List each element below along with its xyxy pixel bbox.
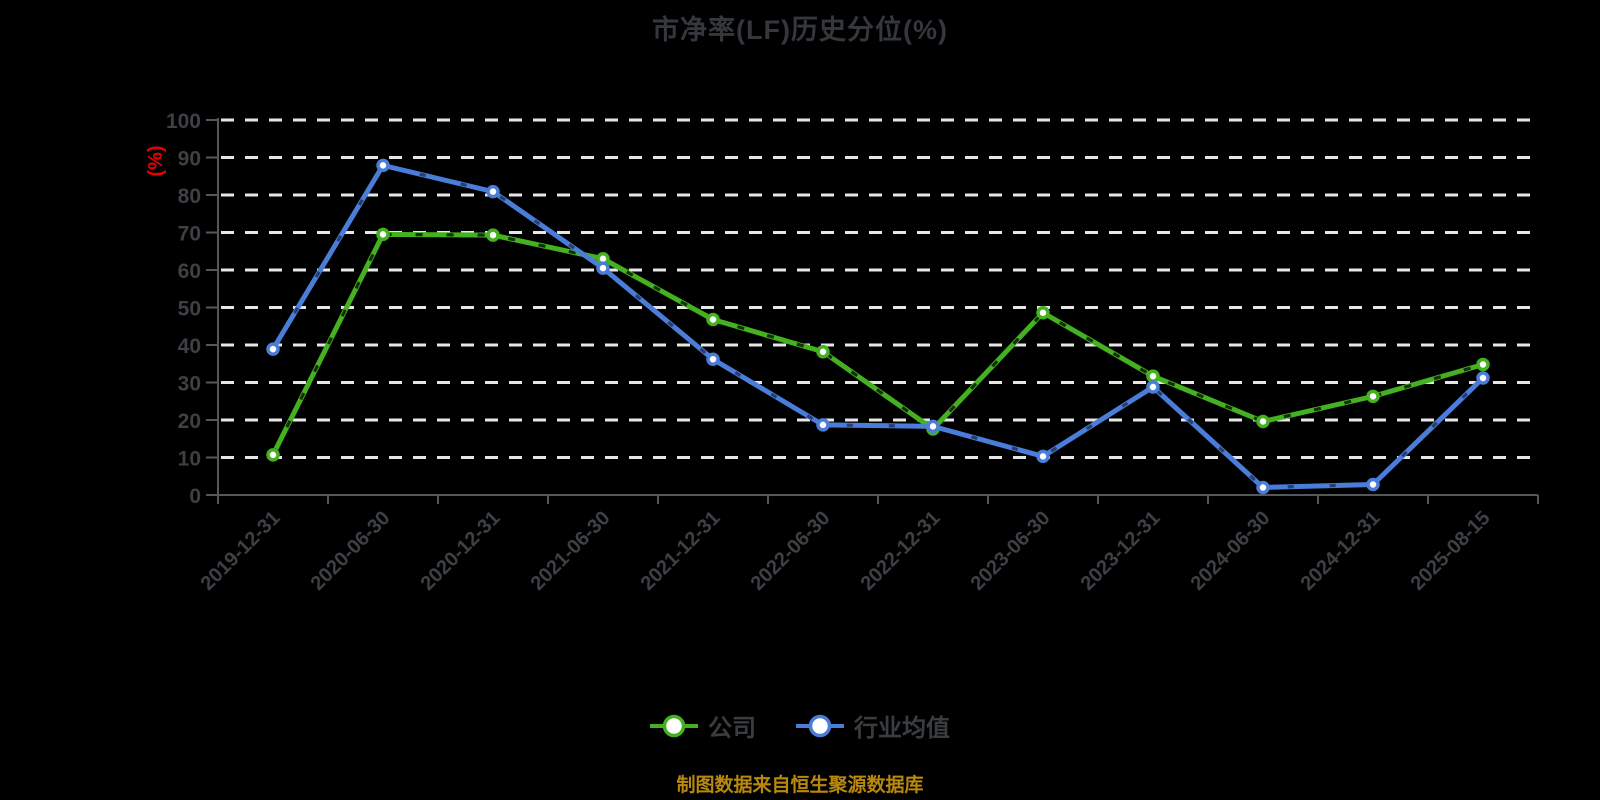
- data-point-industry-average-2021-12-31[interactable]: [706, 352, 720, 366]
- legend-label-industry-average: 行业均值: [854, 715, 950, 742]
- x-tick-label: 2019-12-31: [197, 507, 285, 595]
- legend: 公司 行业均值: [0, 708, 1600, 743]
- y-tick-label: 10: [178, 448, 201, 471]
- y-tick-label: 60: [178, 260, 201, 283]
- data-point-industry-average-2025-08-15[interactable]: [1476, 371, 1490, 385]
- data-point-company-2019-12-31[interactable]: [266, 448, 280, 462]
- y-tick-label: 20: [178, 410, 201, 433]
- y-tick-label: 80: [178, 185, 201, 208]
- x-tick-label: 2024-06-30: [1187, 507, 1275, 595]
- data-source-note: 制图数据来自恒生聚源数据库: [676, 775, 924, 796]
- y-tick-label: 40: [178, 335, 201, 358]
- data-point-industry-average-2020-12-31[interactable]: [486, 184, 500, 199]
- data-point-industry-average-2021-06-30[interactable]: [596, 261, 610, 275]
- legend-circle-industry-average: [808, 714, 832, 737]
- data-point-company-2024-06-30[interactable]: [1256, 414, 1270, 429]
- data-point-industry-average-2024-06-30[interactable]: [1256, 480, 1270, 495]
- chart-title: 市净率(LF)历史分位(%): [652, 15, 948, 45]
- data-point-company-2023-12-31[interactable]: [1146, 369, 1160, 383]
- data-point-company-2023-06-30[interactable]: [1036, 306, 1050, 320]
- plot-area: 0 10 20 30 40 50 60 70 80 90 100 2019-12-31 2020-06-…: [166, 110, 1539, 595]
- x-tick-label: 2023-12-31: [1077, 507, 1165, 595]
- data-point-industry-average-2023-12-31[interactable]: [1146, 380, 1160, 394]
- data-point-industry-average-2023-06-30[interactable]: [1036, 449, 1050, 464]
- legend-circle-company: [662, 714, 686, 737]
- y-tick-label: 0: [189, 485, 201, 508]
- data-point-industry-average-2024-12-31[interactable]: [1366, 477, 1380, 492]
- x-tick-label: 2025-08-15: [1407, 507, 1495, 595]
- legend-label-company: 公司: [708, 715, 756, 742]
- x-tick-label: 2023-06-30: [967, 507, 1055, 595]
- y-tick-label: 90: [178, 148, 201, 171]
- series-line-artifact-dashes: [271, 163, 1485, 490]
- x-tick-label: 2021-06-30: [527, 507, 615, 595]
- x-tick-label: 2020-12-31: [417, 507, 505, 595]
- data-point-company-2024-12-31[interactable]: [1366, 389, 1380, 404]
- data-point-company-2022-06-30[interactable]: [816, 345, 830, 359]
- data-point-industry-average-2022-06-30[interactable]: [816, 418, 830, 432]
- y-tick-label: 70: [178, 223, 201, 246]
- y-tick-label: 50: [178, 298, 201, 321]
- data-point-industry-average-2019-12-31[interactable]: [266, 342, 280, 356]
- data-point-company-2020-12-31[interactable]: [486, 228, 500, 242]
- legend-marker-industry-average-icon: [796, 714, 844, 737]
- data-point-company-2025-08-15[interactable]: [1476, 357, 1490, 372]
- data-point-industry-average-2020-06-30[interactable]: [376, 158, 390, 173]
- data-point-industry-average-2022-12-31[interactable]: [926, 419, 940, 434]
- series-line-artifact-dashes: [271, 232, 1484, 456]
- data-point-company-2020-06-30[interactable]: [376, 227, 390, 242]
- legend-item-industry-average[interactable]: 行业均值: [796, 708, 950, 743]
- y-tick-label: 100: [166, 110, 201, 133]
- x-tick-label: 2022-06-30: [747, 507, 835, 595]
- x-tick-label: 2022-12-31: [857, 507, 945, 595]
- legend-item-company[interactable]: 公司: [650, 708, 756, 743]
- legend-marker-company-icon: [650, 714, 698, 737]
- series-line-industry-average: [270, 162, 1486, 490]
- x-tick-label: 2024-12-31: [1297, 507, 1385, 595]
- x-tick-label: 2021-12-31: [637, 507, 725, 595]
- x-tick-label: 2020-06-30: [307, 507, 395, 595]
- data-point-company-2021-12-31[interactable]: [706, 312, 720, 327]
- y-tick-label: 30: [178, 373, 201, 396]
